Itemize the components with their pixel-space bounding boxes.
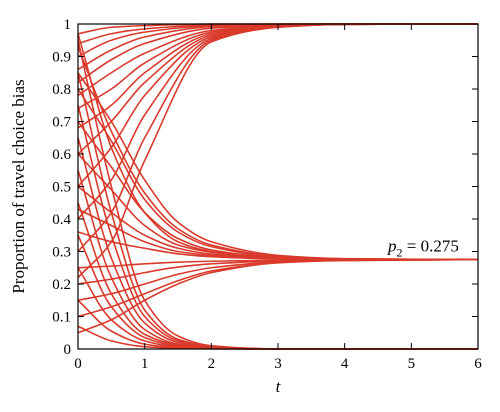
y-tick-label: 0.5 — [52, 180, 71, 196]
annotation-symbol: p — [387, 237, 397, 256]
series-line — [77, 23, 478, 110]
series-line — [77, 40, 478, 350]
x-tick-label: 1 — [141, 356, 149, 372]
y-tick-label: 1 — [64, 17, 72, 33]
x-tick-label: 0 — [74, 356, 82, 372]
equilibrium-annotation: p2 = 0.275 — [387, 237, 459, 260]
y-tick-label: 0.1 — [52, 310, 71, 326]
series-layer — [77, 23, 479, 350]
plot-frame — [77, 23, 479, 350]
series-line — [77, 23, 479, 188]
x-axis-label: t — [276, 377, 282, 396]
series-line — [77, 23, 478, 97]
series-line — [77, 105, 478, 350]
x-tick-label: 2 — [208, 356, 216, 372]
x-tick-label: 3 — [274, 356, 282, 372]
y-tick-label: 0.9 — [52, 50, 71, 66]
series-line — [77, 23, 479, 253]
tick-layer: 0 1 2 3 4 5 6 0 0.1 0.2 0.3 0.4 0.5 0.6 0.7 0.8 0.9 1 — [52, 17, 482, 372]
annotation-value: = 0.275 — [403, 237, 459, 256]
x-tick-label: 4 — [341, 356, 349, 372]
y-tick-label: 0.3 — [52, 245, 71, 261]
y-tick-label: 0.2 — [52, 277, 71, 293]
series-line — [77, 258, 479, 302]
y-axis-label: Proportion of travel choice bias — [9, 79, 28, 293]
series-line — [77, 202, 478, 350]
x-tick-label: 5 — [408, 356, 416, 372]
series-line — [77, 23, 479, 155]
annotation-subscript: 2 — [397, 246, 403, 260]
y-tick-label: 0.8 — [52, 82, 71, 98]
series-line — [77, 267, 478, 350]
x-tick-label: 6 — [474, 356, 482, 372]
y-tick-label: 0.6 — [52, 147, 71, 163]
y-tick-label: 0 — [64, 342, 72, 358]
y-tick-label: 0.4 — [52, 212, 71, 228]
y-tick-label: 0.7 — [52, 115, 71, 131]
